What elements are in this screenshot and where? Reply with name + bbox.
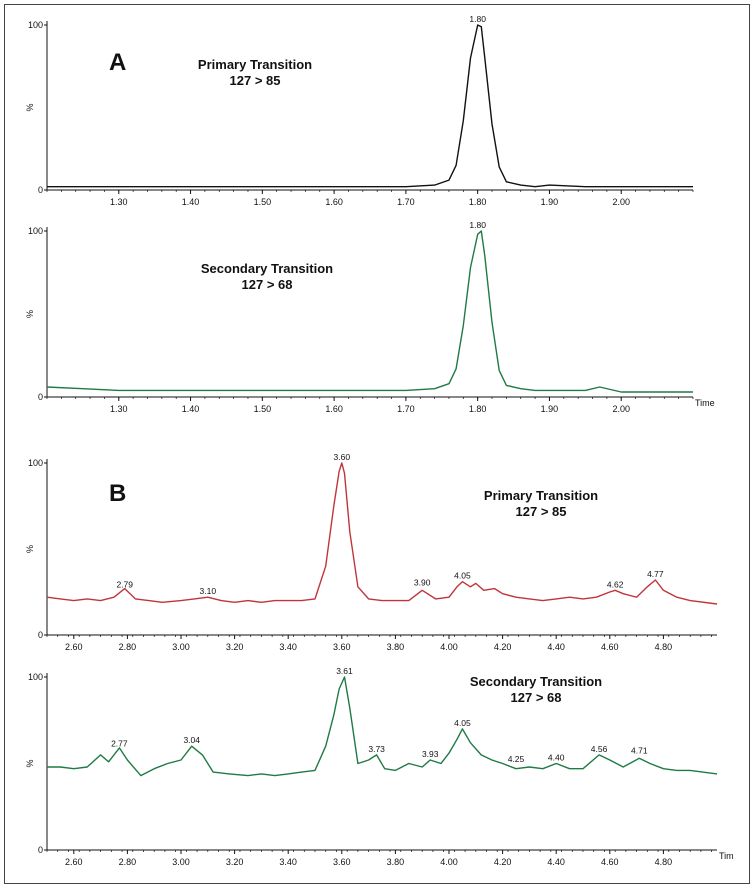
x-tick-label: 3.20 — [226, 642, 244, 652]
x-tick-label: 1.30 — [110, 404, 128, 414]
x-tick-label: 4.20 — [494, 642, 512, 652]
peak-label: 4.77 — [647, 569, 664, 579]
peak-label: 4.71 — [631, 746, 648, 756]
x-tick-label: 1.90 — [541, 197, 559, 207]
peak-label: 1.80 — [469, 14, 486, 24]
x-tick-label: 2.60 — [65, 642, 83, 652]
x-tick-label: 4.00 — [440, 857, 458, 867]
peak-label: 4.25 — [508, 754, 525, 764]
chart-1: 0 100% 1.30 1.40 1.50 1.60 1.70 1.80 1.90 2.00 1.8… — [25, 14, 694, 207]
y-tick-label: 100 — [28, 672, 43, 682]
x-axis-label: Time — [695, 398, 715, 408]
y-axis-label: % — [25, 103, 35, 111]
peak-label: 2.79 — [116, 579, 133, 589]
x-tick-label: 2.60 — [65, 857, 83, 867]
y-tick-label: 100 — [28, 20, 43, 30]
x-tick-label: 1.70 — [397, 404, 415, 414]
peak-label: 4.56 — [591, 744, 608, 754]
chart-3: 0 100% 2.60 2.80 3.00 3.20 3.40 3.60 3.80 4.00 4.2… — [25, 452, 718, 652]
peak-label: 3.90 — [414, 578, 431, 588]
peak-label: 2.77 — [111, 739, 128, 749]
chart-title: Secondary Transition — [470, 674, 602, 689]
peak-label: 3.60 — [334, 452, 351, 462]
x-tick-label: 2.00 — [612, 404, 630, 414]
y-axis-label: % — [25, 310, 35, 318]
peak-label: 1.80 — [469, 220, 486, 230]
x-tick-label: 4.60 — [601, 857, 619, 867]
x-tick-label: 4.40 — [547, 857, 565, 867]
x-tick-label: 4.60 — [601, 642, 619, 652]
series-line — [46, 462, 718, 605]
y-axis-label: % — [25, 545, 35, 553]
x-tick-label: 1.50 — [254, 197, 272, 207]
x-tick-label: 1.40 — [182, 197, 200, 207]
peak-label: 4.05 — [454, 571, 471, 581]
x-tick-label: 3.60 — [333, 642, 351, 652]
chromatogram-figure: A B 0 100% 1.30 1.40 1.50 1.60 1.70 1.80 1.90 2.0… — [25, 14, 734, 867]
figure-frame: A B 0 100% 1.30 1.40 1.50 1.60 1.70 1.80 1.90 2.0… — [4, 4, 750, 884]
chart-subtitle: 127 > 68 — [242, 277, 293, 292]
x-tick-label: 3.40 — [279, 857, 297, 867]
x-tick-label: 4.80 — [655, 642, 673, 652]
x-tick-label: 2.80 — [119, 642, 137, 652]
chart-4: 0 100% 2.60 2.80 3.00 3.20 3.40 3.60 3.80 4.00 4.2… — [25, 666, 734, 867]
peak-label: 4.62 — [607, 579, 624, 589]
chart-title: Primary Transition — [198, 57, 312, 72]
series-line — [47, 676, 718, 777]
x-tick-label: 4.20 — [494, 857, 512, 867]
peak-label: 4.40 — [548, 753, 565, 763]
x-tick-label: 3.80 — [387, 642, 405, 652]
x-tick-label: 3.20 — [226, 857, 244, 867]
series-line — [46, 230, 693, 393]
x-tick-label: 2.00 — [612, 197, 630, 207]
peak-label: 3.10 — [200, 586, 217, 596]
x-tick-label: 1.80 — [469, 404, 487, 414]
x-tick-label: 1.60 — [325, 197, 343, 207]
x-tick-label: 1.50 — [254, 404, 272, 414]
panel-letter-b: B — [109, 480, 126, 507]
x-tick-label: 3.00 — [172, 857, 190, 867]
x-tick-label: 1.40 — [182, 404, 200, 414]
x-tick-label: 3.00 — [172, 642, 190, 652]
y-tick-label: 0 — [38, 392, 43, 402]
x-axis-label: Tim — [719, 851, 734, 861]
x-tick-label: 3.40 — [279, 642, 297, 652]
y-tick-label: 100 — [28, 458, 43, 468]
x-tick-label: 1.70 — [397, 197, 415, 207]
x-tick-label: 4.80 — [655, 857, 673, 867]
peak-label: 3.93 — [422, 749, 439, 759]
chart-subtitle: 127 > 68 — [511, 690, 562, 705]
x-tick-label: 1.30 — [110, 197, 128, 207]
y-axis-label: % — [25, 759, 35, 767]
chart-2: 0 100% 1.30 1.40 1.50 1.60 1.70 1.80 1.90 2.00 Tim… — [25, 220, 715, 414]
x-tick-label: 4.00 — [440, 642, 458, 652]
y-tick-label: 100 — [28, 226, 43, 236]
x-tick-label: 1.60 — [325, 404, 343, 414]
x-tick-label: 4.40 — [547, 642, 565, 652]
panel-letter-a: A — [109, 49, 126, 76]
plots-group: 0 100% 1.30 1.40 1.50 1.60 1.70 1.80 1.90 2.00 1.8… — [25, 14, 734, 867]
y-tick-label: 0 — [38, 185, 43, 195]
x-tick-label: 1.90 — [541, 404, 559, 414]
peak-label: 3.04 — [183, 735, 200, 745]
x-tick-label: 3.60 — [333, 857, 351, 867]
peak-label: 3.73 — [368, 744, 385, 754]
y-tick-label: 0 — [38, 845, 43, 855]
x-tick-label: 3.80 — [387, 857, 405, 867]
chart-title: Primary Transition — [484, 488, 598, 503]
chart-subtitle: 127 > 85 — [230, 73, 281, 88]
peak-label: 3.61 — [336, 666, 353, 676]
chart-title: Secondary Transition — [201, 261, 333, 276]
peak-label: 4.05 — [454, 718, 471, 728]
chart-subtitle: 127 > 85 — [516, 504, 567, 519]
series-line — [47, 24, 693, 188]
y-tick-label: 0 — [38, 630, 43, 640]
x-tick-label: 2.80 — [119, 857, 137, 867]
x-tick-label: 1.80 — [469, 197, 487, 207]
